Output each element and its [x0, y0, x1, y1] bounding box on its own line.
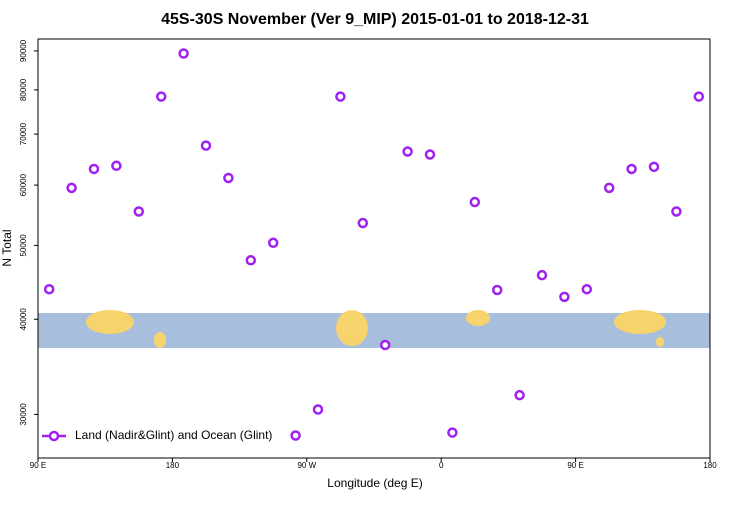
point — [514, 389, 525, 401]
point — [693, 91, 705, 102]
point — [133, 206, 145, 217]
point — [424, 149, 436, 160]
point — [402, 146, 413, 157]
y-tick-label: 40000 — [19, 308, 28, 331]
point — [379, 339, 391, 351]
y-tick-label: 30000 — [19, 403, 28, 426]
point — [559, 291, 570, 303]
x-tick-label: 90 E — [567, 461, 583, 470]
y-tick-label: 90000 — [19, 39, 28, 62]
point — [335, 91, 346, 102]
legend-label: Land (Nadir&Glint) and Ocean (Glint) — [75, 428, 272, 442]
point — [603, 182, 615, 194]
point — [536, 269, 548, 281]
x-tick-label: 180 — [166, 461, 180, 470]
chart-title: 45S-30S November (Ver 9_MIP) 2015-01-01 … — [161, 11, 589, 28]
point — [155, 91, 167, 102]
legend-marker — [48, 430, 60, 442]
point — [267, 237, 279, 249]
plot-frame — [37, 38, 711, 459]
y-tick-label: 80000 — [19, 78, 28, 101]
map-strip — [38, 310, 710, 348]
y-axis-label: N Total — [0, 229, 14, 266]
point — [66, 182, 77, 194]
point — [648, 161, 660, 173]
x-tick-label: 90 E — [30, 461, 46, 470]
point — [43, 283, 55, 295]
point — [111, 160, 122, 172]
point — [357, 217, 369, 229]
x-axis-label: Longitude (deg E) — [327, 476, 422, 490]
x-tick-label: 180 — [703, 461, 717, 470]
point — [178, 48, 189, 59]
point — [469, 196, 481, 208]
y-tick-label: 70000 — [19, 122, 28, 145]
point — [626, 163, 637, 175]
point — [223, 172, 234, 184]
y-tick-label: 60000 — [19, 173, 28, 196]
point — [491, 284, 503, 296]
point — [312, 404, 324, 415]
point — [290, 430, 301, 441]
point — [671, 206, 682, 217]
point — [88, 163, 100, 175]
x-tick-label: 90 W — [297, 461, 316, 470]
x-tick-label: 0 — [439, 461, 444, 470]
point — [200, 140, 212, 151]
point — [245, 255, 257, 266]
point — [581, 283, 593, 295]
point — [447, 427, 458, 438]
y-tick-label: 50000 — [19, 234, 28, 257]
